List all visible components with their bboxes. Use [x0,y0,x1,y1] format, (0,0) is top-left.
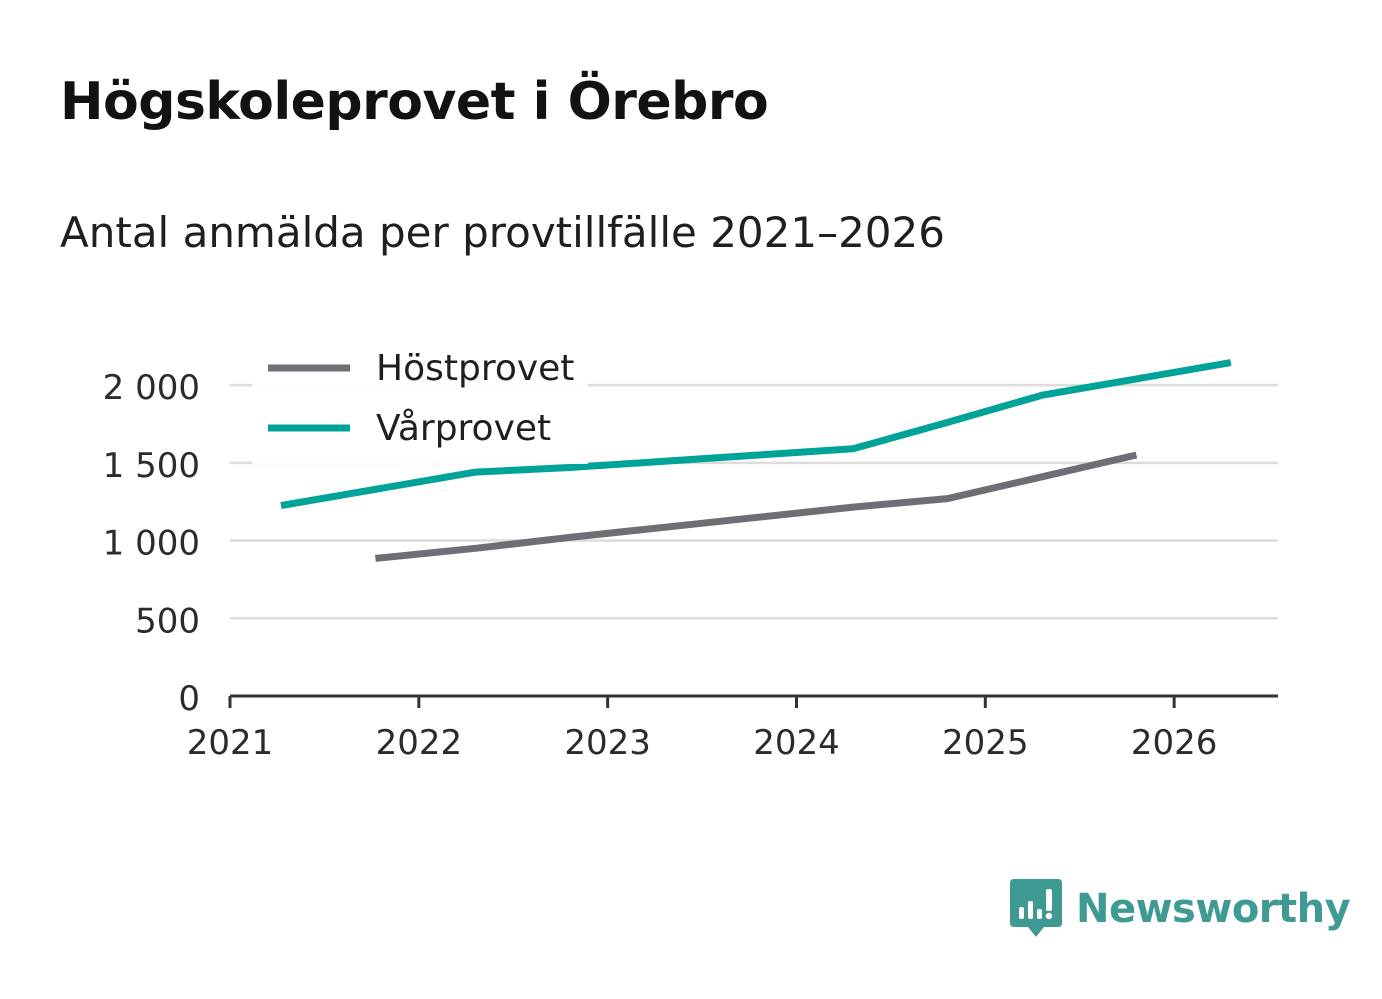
x-tick-label: 2024 [753,723,840,763]
bar-chart-speech-bubble-icon [1010,879,1062,937]
legend: Höstprovet Vårprovet [252,340,588,464]
series-lines [280,359,1232,562]
chart-title: Högskoleprovet i Örebro [60,72,769,132]
y-tick-label: 1 500 [103,446,200,486]
x-tick-label: 2021 [187,723,274,763]
legend-label: Vårprovet [376,408,551,449]
y-tick-label: 2 000 [103,368,200,408]
x-tick-label: 2026 [1131,723,1218,763]
y-axis-ticks: 0 500 1 000 1 500 2 000 [103,368,200,719]
x-axis: 2021 2022 2023 2024 2025 2026 [187,694,1278,763]
x-tick-label: 2025 [942,723,1029,763]
legend-background [252,340,588,464]
y-tick-label: 0 [178,679,200,719]
x-tick-label: 2023 [564,723,651,763]
x-tick-label: 2022 [376,723,463,763]
chart-subtitle: Antal anmälda per provtillfälle 2021–202… [60,208,945,257]
legend-label: Höstprovet [376,348,574,389]
newsworthy-logo: Newsworthy [1010,878,1351,940]
y-tick-label: 1 000 [103,524,200,564]
series-line-v-rprovet [280,359,1232,510]
y-tick-label: 500 [135,601,200,641]
series-line-h-stprovet [375,451,1138,562]
brand-name: Newsworthy [1076,886,1351,932]
